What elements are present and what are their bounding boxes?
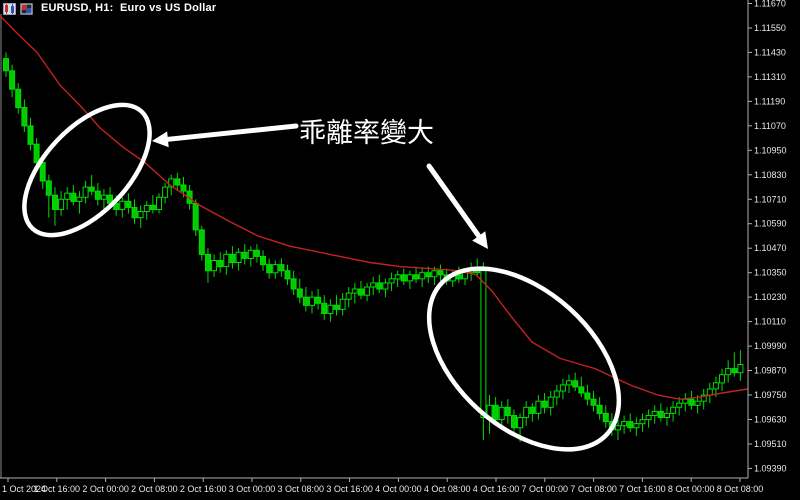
price-axis-label: 1.10470 [754, 243, 787, 253]
time-axis-label: 7 Oct 16:00 [619, 484, 666, 494]
price-axis-label: 1.11670 [754, 0, 786, 9]
time-axis-label: 3 Oct 08:00 [278, 484, 325, 494]
price-axis-label: 1.09630 [754, 415, 787, 425]
time-axis-label: 8 Oct 08:00 [717, 484, 764, 494]
candlestick-chart-icon [2, 2, 17, 16]
time-axis-label: 3 Oct 16:00 [326, 484, 373, 494]
time-axis-label: 4 Oct 00:00 [375, 484, 422, 494]
time-axis-label: 7 Oct 08:00 [570, 484, 617, 494]
price-axis[interactable]: 1.11670 1.11550 1.11430 1.11310 1.11190 1.110… [748, 0, 787, 473]
price-axis-label: 1.09390 [754, 463, 787, 473]
price-axis-label: 1.09870 [754, 366, 787, 376]
chart-title-bar: EURUSD, H1: Euro vs US Dollar [0, 0, 800, 16]
time-axis-label: 2 Oct 00:00 [82, 484, 129, 494]
price-axis-label: 1.11070 [754, 121, 786, 131]
axes-layer: 1.11670 1.11550 1.11430 1.11310 1.11190 1.110… [0, 0, 787, 494]
time-axis-label: 8 Oct 00:00 [668, 484, 715, 494]
price-axis-label: 1.09510 [754, 439, 787, 449]
candles-layer [3, 52, 744, 442]
arrow-to-right-ellipse[interactable] [426, 163, 488, 249]
price-axis-label: 1.10710 [754, 194, 787, 204]
price-axis-label: 1.10590 [754, 219, 787, 229]
price-axis-label: 1.11550 [754, 23, 786, 33]
price-axis-label: 1.10230 [754, 292, 787, 302]
time-axis-label: 4 Oct 08:00 [424, 484, 471, 494]
chart-title: EURUSD, H1: Euro vs US Dollar [41, 2, 217, 14]
deviation-ellipse-right[interactable] [395, 234, 652, 485]
time-axis-label: 1 Oct 2024 [2, 484, 46, 494]
price-axis-label: 1.10950 [754, 145, 787, 155]
price-axis-label: 1.11310 [754, 72, 786, 82]
price-axis-label: 1.10350 [754, 268, 787, 278]
time-axis-label: 3 Oct 00:00 [229, 484, 276, 494]
time-axis-label: 7 Oct 00:00 [522, 484, 569, 494]
window-layout-icon [20, 2, 33, 15]
time-axis-label: 2 Oct 08:00 [131, 484, 178, 494]
price-axis-label: 1.11430 [754, 47, 786, 57]
price-axis-label: 1.10830 [754, 170, 787, 180]
time-axis-label: 1 Oct 16:00 [34, 484, 81, 494]
price-axis-label: 1.11190 [754, 96, 785, 106]
arrow-to-left-ellipse[interactable] [152, 123, 299, 148]
annotation-text: 乖離率變大 [299, 118, 434, 148]
price-axis-label: 1.09750 [754, 390, 787, 400]
time-axis-label: 4 Oct 16:00 [473, 484, 520, 494]
price-axis-label: 1.09990 [754, 341, 787, 351]
deviation-ellipse-left[interactable] [2, 83, 173, 257]
time-axis-label: 2 Oct 16:00 [180, 484, 227, 494]
price-axis-label: 1.10110 [754, 317, 786, 327]
moving-average-line [0, 15, 749, 400]
